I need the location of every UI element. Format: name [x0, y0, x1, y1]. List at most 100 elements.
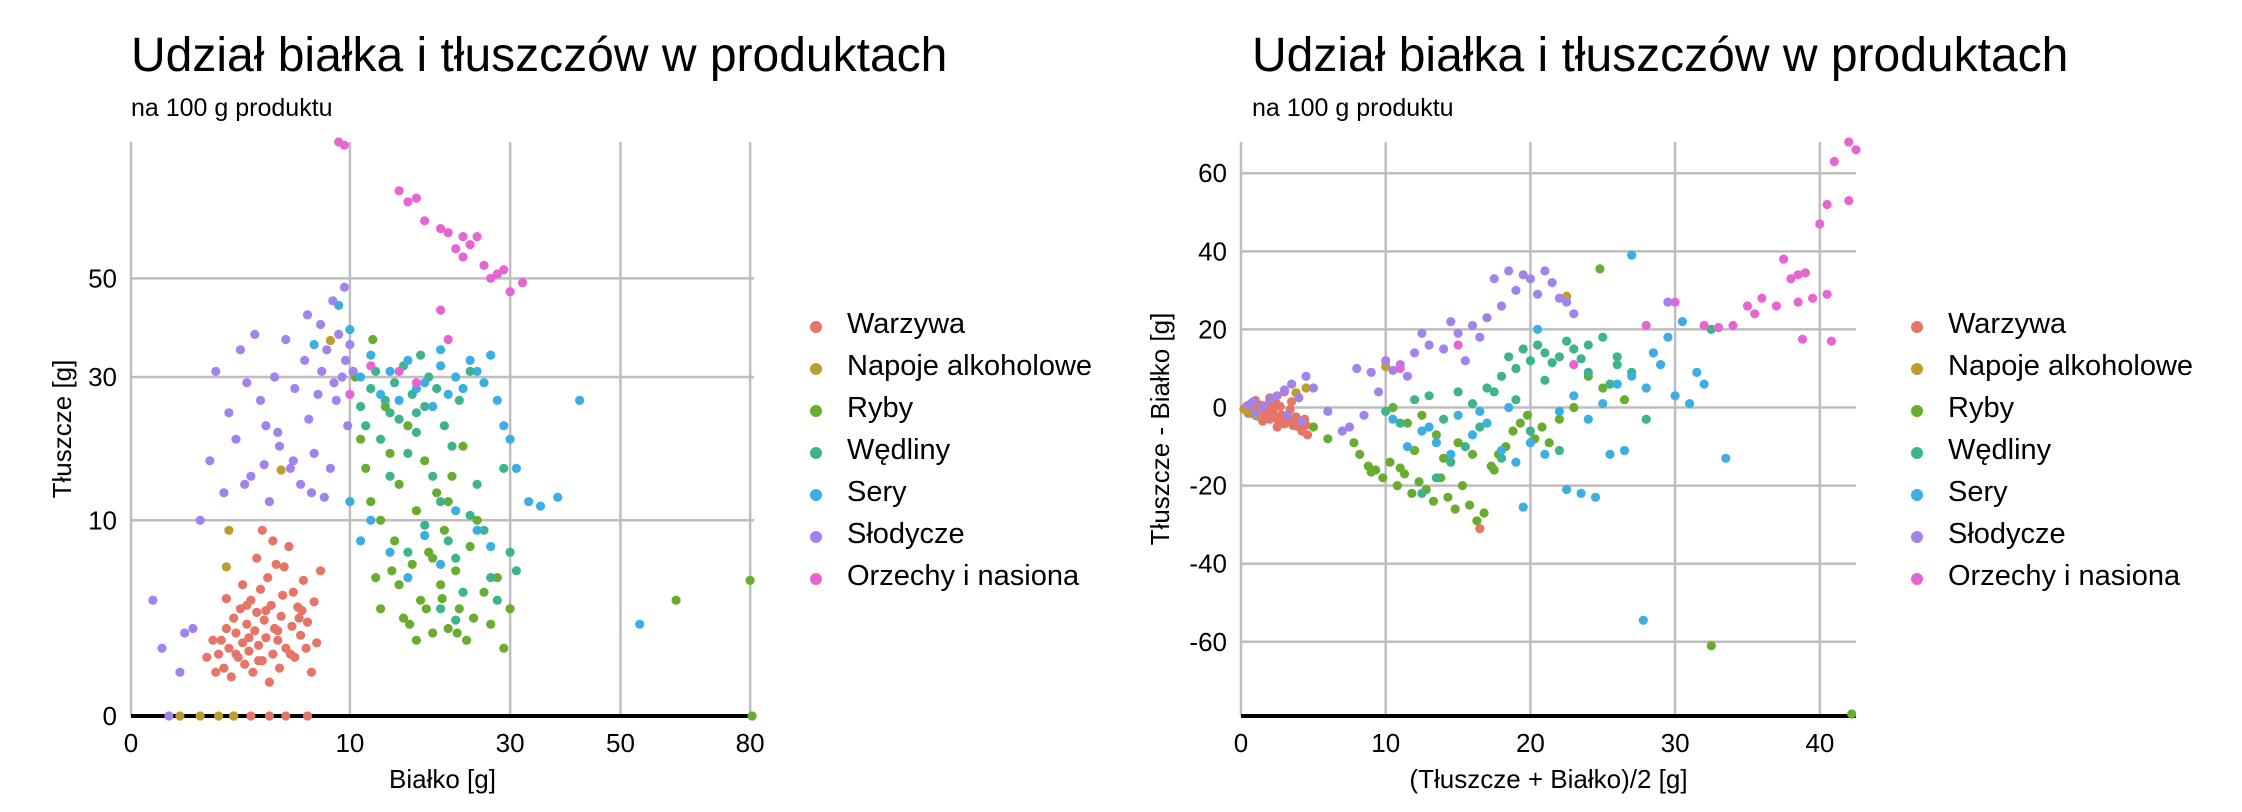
point-ryby: [1378, 473, 1388, 483]
point-sery: [366, 515, 376, 525]
point-sery: [486, 350, 496, 360]
point-wedliny: [1410, 395, 1420, 405]
point-sery: [1540, 449, 1550, 459]
point-sery: [1692, 367, 1702, 377]
point-slodycze: [1496, 301, 1507, 311]
point-ryby: [1407, 488, 1417, 498]
point-orzechy-i-nasiona: [1453, 340, 1463, 350]
point-ryby: [1595, 264, 1605, 274]
point-wedliny: [1583, 340, 1593, 350]
point-slodycze: [331, 395, 341, 405]
point-sery: [345, 497, 355, 507]
point-ryby: [428, 628, 438, 638]
point-warzywa: [278, 590, 288, 600]
point-orzechy-i-nasiona: [1851, 145, 1861, 155]
point-slodycze: [1258, 402, 1268, 412]
point-slodycze: [1460, 356, 1470, 366]
point-ryby: [1537, 422, 1547, 432]
point-ryby: [452, 628, 462, 638]
point-slodycze: [309, 448, 319, 458]
point-sery: [385, 366, 395, 376]
point-warzywa: [1287, 397, 1297, 407]
point-wedliny: [1482, 383, 1492, 393]
point-orzechy-i-nasiona: [1826, 336, 1836, 346]
point-ryby: [1355, 449, 1365, 459]
point-wedliny: [1395, 418, 1405, 428]
point-slodycze: [328, 296, 338, 306]
point-warzywa: [259, 615, 269, 625]
legend-label: Orzechy i nasiona: [1948, 560, 2181, 592]
chart-panel-right: Udział białka i tłuszczów w produktach n…: [1121, 0, 2242, 812]
point-sery: [1467, 430, 1478, 440]
point-ryby: [1554, 414, 1564, 424]
point-warzywa: [301, 643, 311, 653]
point-wedliny: [1569, 344, 1579, 354]
point-ryby: [376, 515, 386, 525]
point-wedliny: [1554, 352, 1564, 362]
legend-dot-orzechy-i-nasiona: [1911, 573, 1923, 585]
point-wedliny: [376, 434, 386, 444]
point-sery: [1598, 399, 1608, 409]
point-ryby: [1402, 418, 1412, 428]
point-wedliny: [1583, 367, 1593, 377]
point-orzechy-i-nasiona: [1793, 297, 1803, 307]
point-sery: [1554, 406, 1564, 416]
x-tick-label: 30: [1661, 728, 1690, 758]
point-slodycze: [1533, 289, 1543, 299]
point-ryby: [1388, 402, 1398, 413]
point-napoje-alkoholowe: [175, 711, 185, 721]
point-wedliny: [1706, 324, 1716, 334]
legend-dot-warzywa: [810, 321, 822, 333]
point-napoje-alkoholowe: [1301, 383, 1311, 393]
point-slodycze: [1482, 313, 1492, 323]
point-orzechy-i-nasiona: [1569, 360, 1579, 370]
point-orzechy-i-nasiona: [1786, 274, 1796, 284]
point-sery: [1670, 391, 1680, 401]
point-sery: [1525, 438, 1535, 448]
point-orzechy-i-nasiona: [1699, 320, 1709, 331]
legend-dot-slodycze: [810, 531, 822, 543]
point-warzywa: [255, 584, 266, 594]
point-sery: [376, 389, 386, 399]
point-warzywa: [202, 652, 212, 662]
point-ryby: [366, 497, 376, 507]
point-slodycze: [273, 427, 283, 437]
point-warzywa: [264, 677, 274, 687]
point-slodycze: [205, 456, 215, 466]
point-sery: [309, 340, 319, 350]
point-orzechy-i-nasiona: [1808, 293, 1818, 303]
point-orzechy-i-nasiona: [458, 252, 468, 262]
point-warzywa: [316, 566, 326, 576]
point-wedliny: [432, 383, 442, 394]
x-tick-label: 0: [1234, 728, 1248, 758]
point-wedliny: [479, 525, 489, 535]
point-orzechy-i-nasiona: [472, 232, 482, 242]
point-sery: [1496, 445, 1507, 456]
point-warzywa: [273, 626, 283, 636]
point-slodycze: [235, 345, 245, 355]
point-wedliny: [1381, 406, 1391, 416]
point-ryby: [403, 421, 413, 431]
legend-label: Napoje alkoholowe: [1948, 350, 2194, 382]
point-wedliny: [1511, 363, 1521, 374]
point-wedliny: [420, 520, 430, 530]
y-tick-label: 30: [88, 362, 117, 392]
point-warzywa: [287, 621, 297, 631]
point-wedliny: [356, 401, 366, 412]
point-ryby: [505, 604, 515, 614]
point-warzywa: [211, 667, 221, 677]
point-wedliny: [465, 510, 475, 520]
point-sery: [356, 536, 366, 546]
point-slodycze: [250, 329, 260, 339]
legend-label: Warzywa: [1948, 308, 2067, 340]
point-warzywa: [302, 711, 313, 721]
point-slodycze: [175, 667, 185, 677]
x-tick-label: 20: [1516, 728, 1545, 758]
point-wedliny: [1496, 371, 1507, 381]
point-wedliny: [1475, 422, 1485, 432]
point-sery: [1583, 414, 1593, 424]
point-orzechy-i-nasiona: [339, 140, 349, 150]
point-slodycze: [1663, 297, 1673, 307]
point-sery: [1627, 371, 1637, 381]
point-sery: [345, 324, 355, 335]
